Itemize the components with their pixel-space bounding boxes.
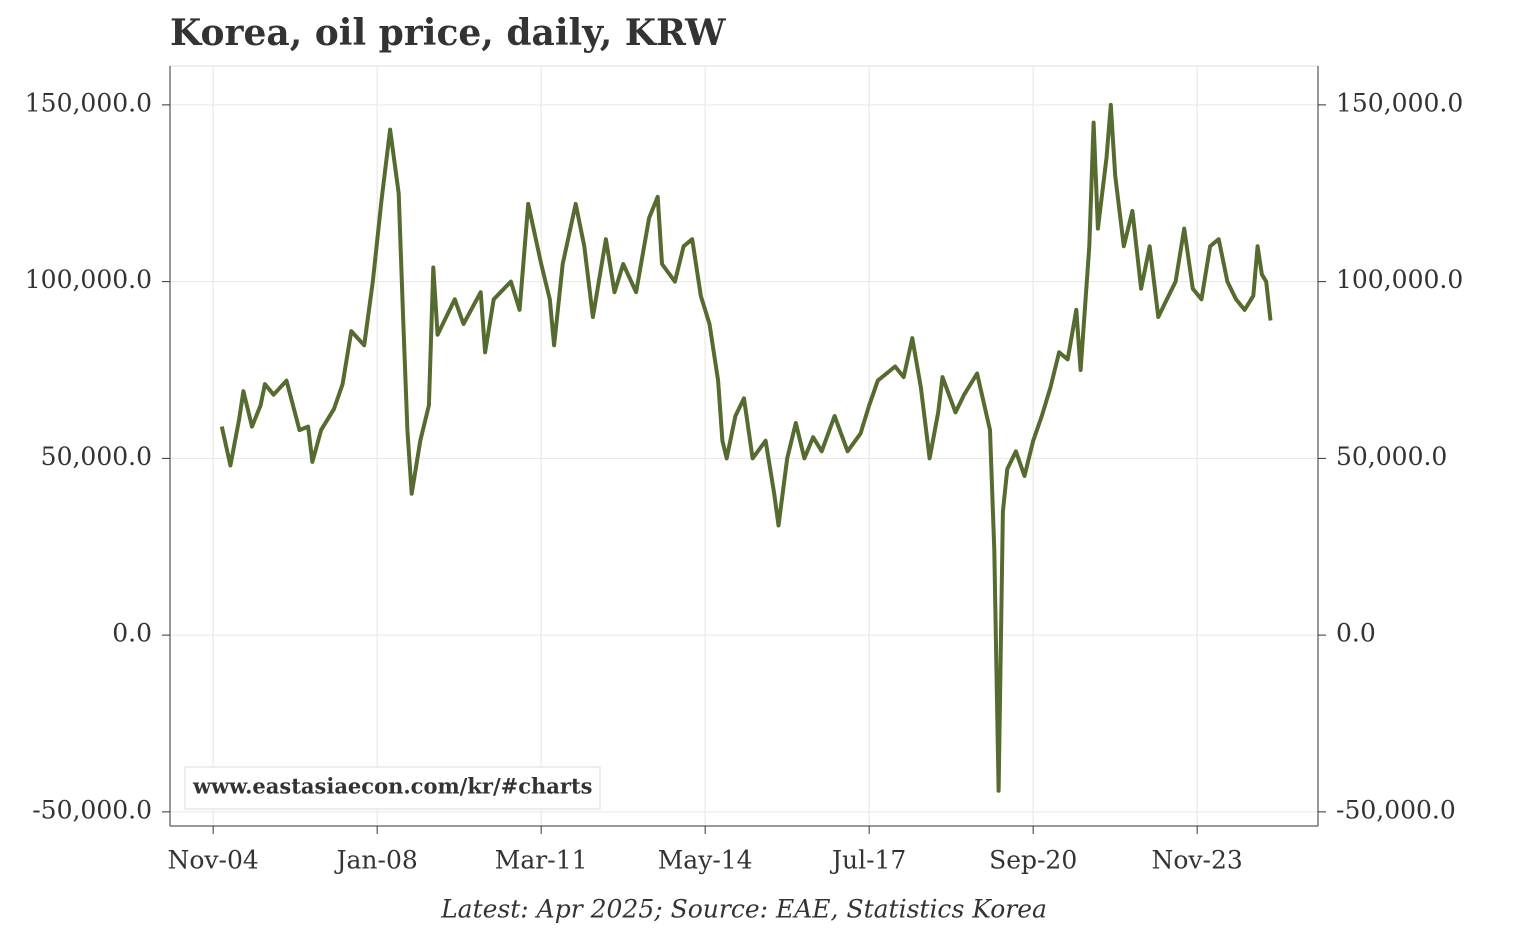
x-tick-label: Nov-04 (168, 846, 259, 875)
y-tick-label: 0.0 (112, 619, 152, 648)
x-tick-label: Jul-17 (829, 846, 906, 875)
plot-frame (169, 65, 1319, 827)
line-series (219, 102, 1273, 793)
source-note: Latest: Apr 2025; Source: EAE, Statistic… (440, 895, 1047, 924)
y2-tick-label: 150,000.0 (1336, 88, 1463, 117)
x-tick-label: Jan-08 (334, 846, 418, 875)
y-tick-label: -50,000.0 (32, 795, 152, 824)
y2-tick-label: -50,000.0 (1336, 795, 1456, 824)
y-tick-label: 150,000.0 (25, 88, 152, 117)
marks (219, 102, 1273, 793)
x-tick-label: Sep-20 (989, 846, 1077, 875)
y2-tick-label: 50,000.0 (1336, 442, 1447, 471)
y2-tick-label: 0.0 (1336, 619, 1376, 648)
y2-tick-label: 100,000.0 (1336, 265, 1463, 294)
watermark-box (184, 766, 601, 810)
y-tick-label: 100,000.0 (25, 265, 152, 294)
x-tick-label: Mar-11 (495, 846, 588, 875)
y-tick-label: 50,000.0 (41, 442, 152, 471)
x-tick-label: May-14 (658, 846, 753, 875)
watermark: www.eastasiaecon.com/kr/#charts (192, 774, 592, 799)
x-tick-label: Nov-23 (1152, 846, 1243, 875)
grid: -50,000.0 -50,000.0 0.0 0.0 50,000.0 50,000.0… (25, 66, 1463, 875)
chart-title: Korea, oil price, daily, KRW (170, 12, 726, 54)
